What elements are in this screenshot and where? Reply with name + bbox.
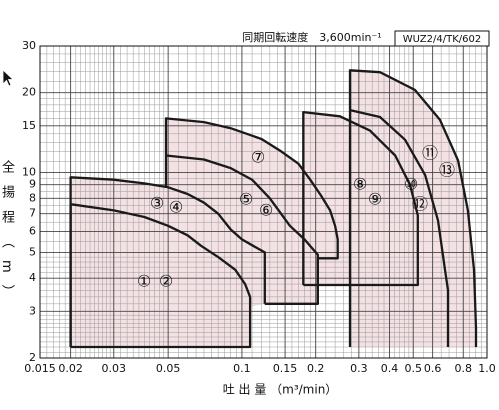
x-tick-label: 0.015 [24, 362, 56, 375]
y-tick-label: 10 [22, 166, 36, 179]
performance-curve [348, 69, 478, 347]
x-axis-label: 吐 出 量 （m³/min） [223, 383, 338, 397]
mouse-cursor [2, 69, 15, 87]
curve-label: ⑫ [412, 195, 428, 214]
x-tick-label: 0.5 [404, 362, 422, 375]
x-tick-label: 0.03 [102, 362, 127, 375]
performance-curve [69, 203, 252, 349]
curve-label: ④ [169, 198, 183, 217]
y-axis-label: 全揚程（m） [0, 160, 14, 310]
performance-curve [302, 110, 419, 287]
y-tick-label: 15 [22, 119, 36, 132]
chart-title: 同期回転速度 3,600min⁻¹ [242, 30, 381, 44]
y-tick-label: 30 [22, 39, 36, 52]
x-tick-label: 0.6 [424, 362, 442, 375]
performance-curve [165, 154, 319, 304]
curve-label: ⑩ [404, 175, 418, 194]
y-tick-label: 6 [29, 224, 36, 237]
model-label: WUZ2/4/TK/602 [403, 34, 481, 45]
x-tick-label: 1.0 [478, 362, 496, 375]
curve-label: ① [137, 272, 151, 291]
y-tick-label: 5 [29, 245, 36, 258]
y-tick-label: 3 [29, 304, 36, 317]
curve-label: ⑪ [422, 144, 438, 163]
plot-border [39, 45, 488, 359]
x-tick-label: 0.2 [307, 362, 325, 375]
y-tick-label: 8 [29, 191, 36, 204]
curve-label: ⑥ [259, 201, 273, 220]
performance-curve [69, 176, 266, 347]
x-tick-label: 0.1 [233, 362, 251, 375]
curve-label: ⑤ [239, 190, 253, 209]
performance-curve [349, 108, 450, 347]
x-tick-label: 0.4 [381, 362, 399, 375]
curve-label: ⑬ [439, 161, 455, 180]
x-tick-label: 0.05 [156, 362, 181, 375]
curve-layer [69, 69, 478, 349]
y-tick-label: 7 [29, 207, 36, 220]
y-tick-label: 9 [29, 178, 36, 191]
curve-label: ② [159, 272, 173, 291]
performance-curve [164, 117, 339, 305]
x-tick-label: 0.02 [58, 362, 83, 375]
y-tick-label: 2 [29, 351, 36, 364]
x-tick-label: 0.3 [350, 362, 368, 375]
curve-label: ③ [150, 194, 164, 213]
curve-label: ⑦ [251, 148, 265, 167]
curve-label: ⑧ [353, 175, 367, 194]
x-tick-label: 0.8 [454, 362, 472, 375]
y-tick-label: 20 [22, 86, 36, 99]
x-tick-label: 0.15 [273, 362, 298, 375]
curve-label: ⑨ [368, 190, 382, 209]
y-tick-label: 4 [29, 271, 36, 284]
